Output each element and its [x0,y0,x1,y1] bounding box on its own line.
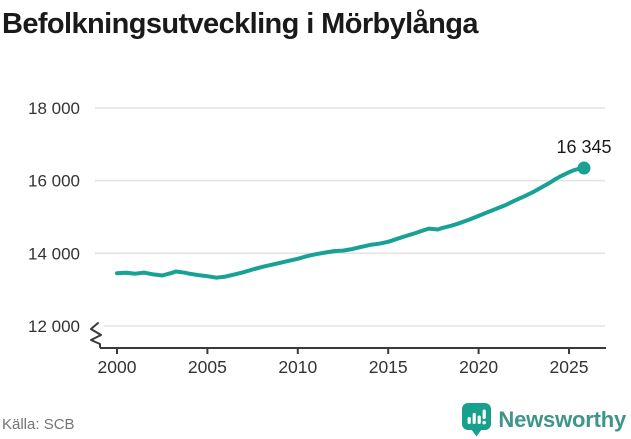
chart-title: Befolkningsutveckling i Mörbylånga [2,8,479,40]
x-tick-label: 2025 [550,357,589,377]
newsworthy-pin-barchart-icon [462,403,492,437]
y-tick-label: 12 000 [28,317,80,336]
population-line [115,166,586,280]
end-point-label: 16 345 [556,137,611,157]
y-tick-label: 14 000 [28,244,80,263]
x-tick-label: 2005 [188,357,227,377]
population-line-chart: 12 000 14 000 16 000 18 000 2000 2005 2010 2015… [28,99,612,377]
newsworthy-logo[interactable]: Newsworthy [462,403,626,437]
y-tick-label: 18 000 [28,99,80,118]
x-tick-label: 2015 [369,357,408,377]
y-tick-label: 16 000 [28,172,80,191]
axis-break-zigzag [90,322,102,348]
x-tick-label: 2010 [278,357,317,377]
x-tick-label: 2020 [459,357,498,377]
x-tick-label: 2000 [98,357,137,377]
newsworthy-logo-text: Newsworthy [498,407,626,432]
source-label: Källa: SCB [2,416,75,433]
end-point-dot [577,161,591,175]
